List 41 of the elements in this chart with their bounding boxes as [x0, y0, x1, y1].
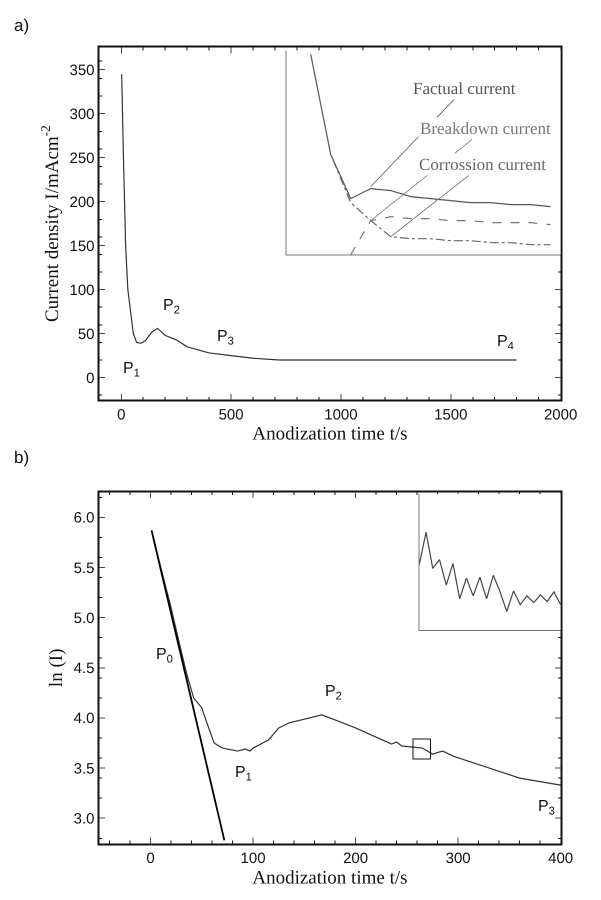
y-tick-label: 3.5 — [74, 760, 95, 778]
annotation: P$_{2}$ — [163, 297, 180, 316]
y-tick-label: 5.0 — [74, 610, 95, 627]
chart-title: a) — [14, 16, 30, 35]
chart-title: b) — [14, 448, 30, 467]
annotation: P$_{1}$ — [123, 360, 140, 380]
y-tick-label: 4.0 — [74, 710, 95, 728]
y-tick-label: 300 — [70, 106, 95, 123]
annotation: P$_{2}$ — [325, 683, 342, 702]
y-tick-label: 50 — [78, 326, 95, 343]
x-tick-label: 500 — [218, 406, 244, 424]
annotation: P$_{4}$ — [497, 333, 514, 352]
text: Factual current — [413, 79, 516, 98]
x-tick-label: 0 — [117, 406, 126, 424]
x-axis-title: Anodization time t/s — [252, 867, 408, 888]
y-tick-label: 5.5 — [74, 560, 95, 577]
x-tick-label: 400 — [548, 850, 574, 868]
y-tick-label: 100 — [70, 282, 95, 299]
x-axis-title: Anodization time t/s — [252, 424, 408, 445]
y-tick-label: 200 — [70, 194, 95, 211]
x-tick-label: 2000 — [544, 406, 578, 424]
x-tick-label: 1500 — [434, 406, 468, 424]
annotation: P$_{3}$ — [538, 798, 555, 818]
text: Corrossion current — [419, 155, 546, 174]
y-tick-label: 150 — [70, 238, 95, 255]
y-tick-label: 350 — [70, 62, 95, 79]
x-tick-label: 100 — [240, 850, 266, 868]
x-tick-label: 0 — [146, 850, 155, 868]
x-tick-label: 300 — [446, 850, 471, 868]
text: Breakdown current — [420, 119, 552, 138]
y-axis-title: ln (I) — [46, 648, 68, 688]
y-tick-label: 6.0 — [74, 510, 95, 527]
x-tick-label: 200 — [343, 850, 368, 868]
y-tick-label: 0 — [86, 370, 95, 387]
x-tick-label: 1000 — [324, 406, 358, 424]
y-tick-label: 250 — [70, 150, 95, 167]
y-tick-label: 3.0 — [74, 810, 95, 828]
annotation: P$_{1}$ — [235, 764, 252, 784]
y-tick-label: 4.5 — [74, 660, 95, 678]
annotation: P$_{3}$ — [217, 328, 234, 348]
annotation: P$_{0}$ — [156, 646, 173, 666]
